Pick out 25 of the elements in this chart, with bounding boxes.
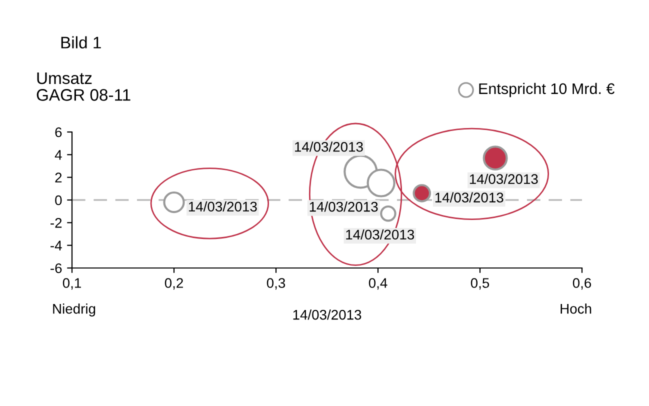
y-tick-label: -2 bbox=[50, 218, 62, 228]
x-tick-label: 0,2 bbox=[164, 278, 183, 290]
y-tick-label: 0 bbox=[55, 195, 62, 206]
y-tick-label: 2 bbox=[55, 172, 62, 182]
annotation: 14/03/2013 bbox=[346, 229, 414, 240]
x-axis-title: 14/03/2013 bbox=[293, 310, 362, 320]
y-tick-label: -4 bbox=[50, 240, 62, 250]
x-tick-label: 0,6 bbox=[572, 278, 592, 290]
y-axis-title: Umsatz GAGR 08-11 bbox=[36, 72, 130, 101]
annotation: 14/03/2013 bbox=[310, 202, 378, 212]
annotation: 14/03/2013 bbox=[295, 142, 363, 152]
text: Hoch bbox=[560, 304, 592, 314]
y-tick-label: 6 bbox=[55, 127, 62, 138]
annotation: 14/03/2013 bbox=[188, 201, 257, 212]
annotation: 14/03/2013 bbox=[435, 192, 504, 202]
text: Niedrig bbox=[53, 304, 96, 316]
x-tick-label: 0,5 bbox=[470, 278, 490, 290]
x-tick-label: 0,1 bbox=[62, 278, 81, 290]
y-tick-label: 4 bbox=[54, 150, 62, 160]
y-tick-label: -6 bbox=[50, 263, 62, 274]
legend-label: Entspricht 10 Mrd. € bbox=[479, 82, 614, 98]
annotation: 14/03/2013 bbox=[470, 174, 538, 184]
chart-title: Bild 1 bbox=[61, 36, 101, 48]
x-tick-label: 0,4 bbox=[368, 278, 388, 290]
x-tick-label: 0,3 bbox=[266, 278, 286, 290]
